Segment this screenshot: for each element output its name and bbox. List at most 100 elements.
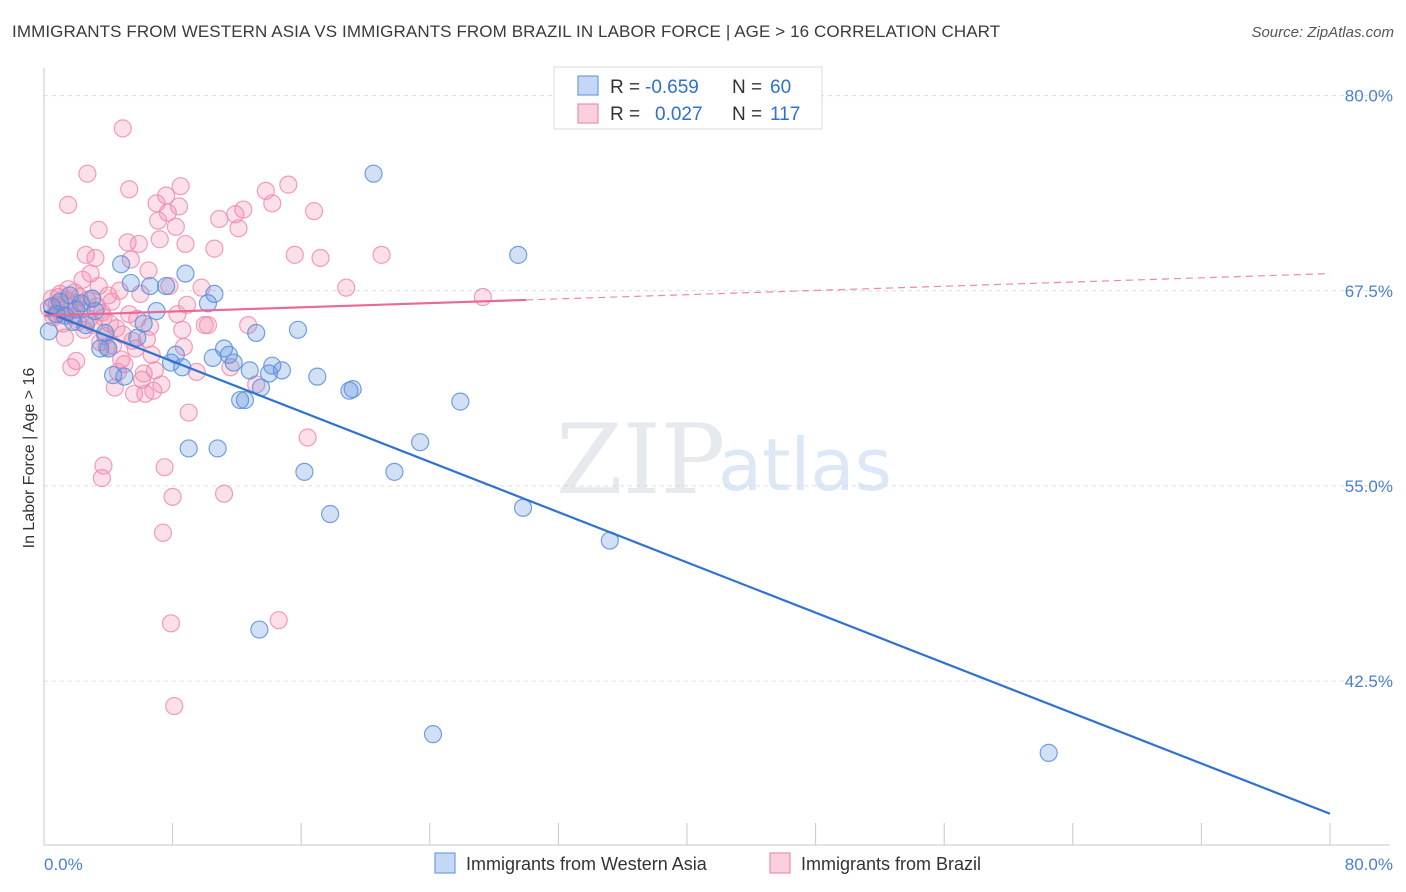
brazil-point (214, 484, 234, 503)
western-asia-point (176, 264, 195, 283)
brazil-point (279, 175, 298, 194)
western-asia-point (224, 353, 243, 372)
series-legend: Immigrants from Western Asia Immigrants … (434, 852, 981, 874)
legend-r-label-1: R = (610, 77, 640, 98)
brazil-point (177, 295, 197, 314)
brazil-point (269, 611, 288, 630)
brazil-point (113, 119, 132, 138)
brazil-point (372, 245, 391, 264)
watermark-zip: ZIP (556, 404, 725, 516)
brazil-point (139, 261, 158, 280)
brazil-point (78, 164, 97, 183)
bottom-legend-brazil: Immigrants from Brazil (801, 854, 981, 874)
brazil-point (76, 245, 95, 264)
brazil-point (67, 351, 86, 371)
western-asia-point (208, 439, 227, 458)
western-asia-point (364, 164, 383, 183)
bottom-legend-western-asia: Immigrants from Western Asia (466, 854, 708, 874)
brazil-point (153, 523, 173, 542)
western-asia-point (157, 276, 176, 296)
x-tick-label: 80.0% (1345, 855, 1393, 874)
brazil-point (171, 177, 190, 196)
western-asia-point (179, 439, 198, 458)
y-tick-labels: 42.5% 55.0% 67.5% 80.0% (1345, 87, 1393, 691)
brazil-point (234, 200, 253, 219)
legend-r-label-2: R = (610, 104, 640, 125)
stats-legend-box (553, 66, 823, 130)
western-asia-point (198, 294, 218, 313)
brazil-point (134, 364, 153, 383)
western-asia-point (86, 301, 105, 321)
western-asia-point (247, 323, 266, 343)
western-asia-point (235, 390, 255, 410)
legend-n-value-1: 60 (770, 77, 791, 98)
brazil-point (132, 370, 152, 389)
brazil-point (55, 328, 74, 347)
brazil-point (179, 403, 198, 422)
brazil-point (94, 456, 113, 475)
trend-line-brazil (43, 298, 527, 317)
x-tick-label: 0.0% (44, 855, 83, 874)
western-asia-point (134, 314, 153, 333)
brazil-point (210, 209, 229, 229)
legend-n-label-1: N = (732, 77, 762, 98)
brazil-point (304, 202, 324, 221)
brazil-point (59, 195, 78, 214)
western-asia-point (321, 504, 340, 524)
legend-n-label-2: N = (732, 104, 762, 125)
brazil-point (89, 220, 108, 239)
brazil-point (158, 203, 177, 222)
western-asia-point (115, 367, 134, 386)
trend-lines (43, 272, 1331, 815)
western-asia-point (121, 273, 140, 293)
western-asia-point (451, 392, 470, 411)
western-asia-point (240, 361, 259, 380)
brazil-point (152, 375, 171, 394)
source-credit: Source: ZipAtlas.com (1251, 24, 1394, 41)
brazil-point (263, 194, 282, 213)
brazil-point (166, 217, 185, 236)
brazil-point (150, 230, 169, 249)
western-asia-point (250, 620, 269, 639)
western-asia-point (295, 462, 314, 481)
legend-swatch-western-asia (577, 75, 599, 96)
brazil-point (176, 234, 195, 254)
watermark-atlas: atlas (718, 423, 892, 507)
brazil-point (161, 614, 181, 633)
western-asia-point (71, 294, 91, 313)
brazil-point (173, 320, 192, 339)
stats-legend: R = -0.659 N = 60 R = 0.027 N = 117 (553, 66, 823, 130)
western-asia-point (231, 390, 250, 410)
brazil-point (205, 239, 224, 258)
western-asia-point (423, 725, 443, 744)
western-asia-point (112, 255, 131, 274)
y-tick-label: 42.5% (1345, 672, 1393, 691)
brazil-point (311, 248, 330, 268)
chart-title: IMMIGRANTS FROM WESTERN ASIA VS IMMIGRAN… (12, 22, 1001, 41)
western-asia-point (205, 284, 224, 303)
brazil-point (155, 458, 174, 477)
brazil-point (121, 250, 140, 269)
brazil-point (62, 358, 81, 377)
brazil-point (187, 362, 206, 382)
axes (43, 68, 1390, 846)
western-asia-point (272, 361, 292, 380)
y-tick-label: 67.5% (1345, 282, 1393, 301)
brazil-point (285, 245, 304, 264)
brazil-point (86, 248, 105, 268)
watermark: ZIP atlas (556, 404, 892, 516)
brazil-point (169, 197, 189, 216)
western-asia-point (214, 339, 234, 358)
brazil-point (120, 180, 139, 199)
legend-n-value-2: 117 (770, 104, 800, 125)
trend-line-brazil-extension (526, 272, 1331, 301)
western-asia-point (39, 322, 58, 341)
brazil-point (473, 287, 492, 307)
brazil-point (163, 487, 182, 506)
x-tick-labels: 0.0% 80.0% (44, 855, 1393, 874)
western-asia-point (263, 356, 282, 375)
gridlines (44, 95, 1390, 682)
western-asia-point (288, 320, 308, 339)
legend-r-value-2: 0.027 (655, 104, 703, 125)
